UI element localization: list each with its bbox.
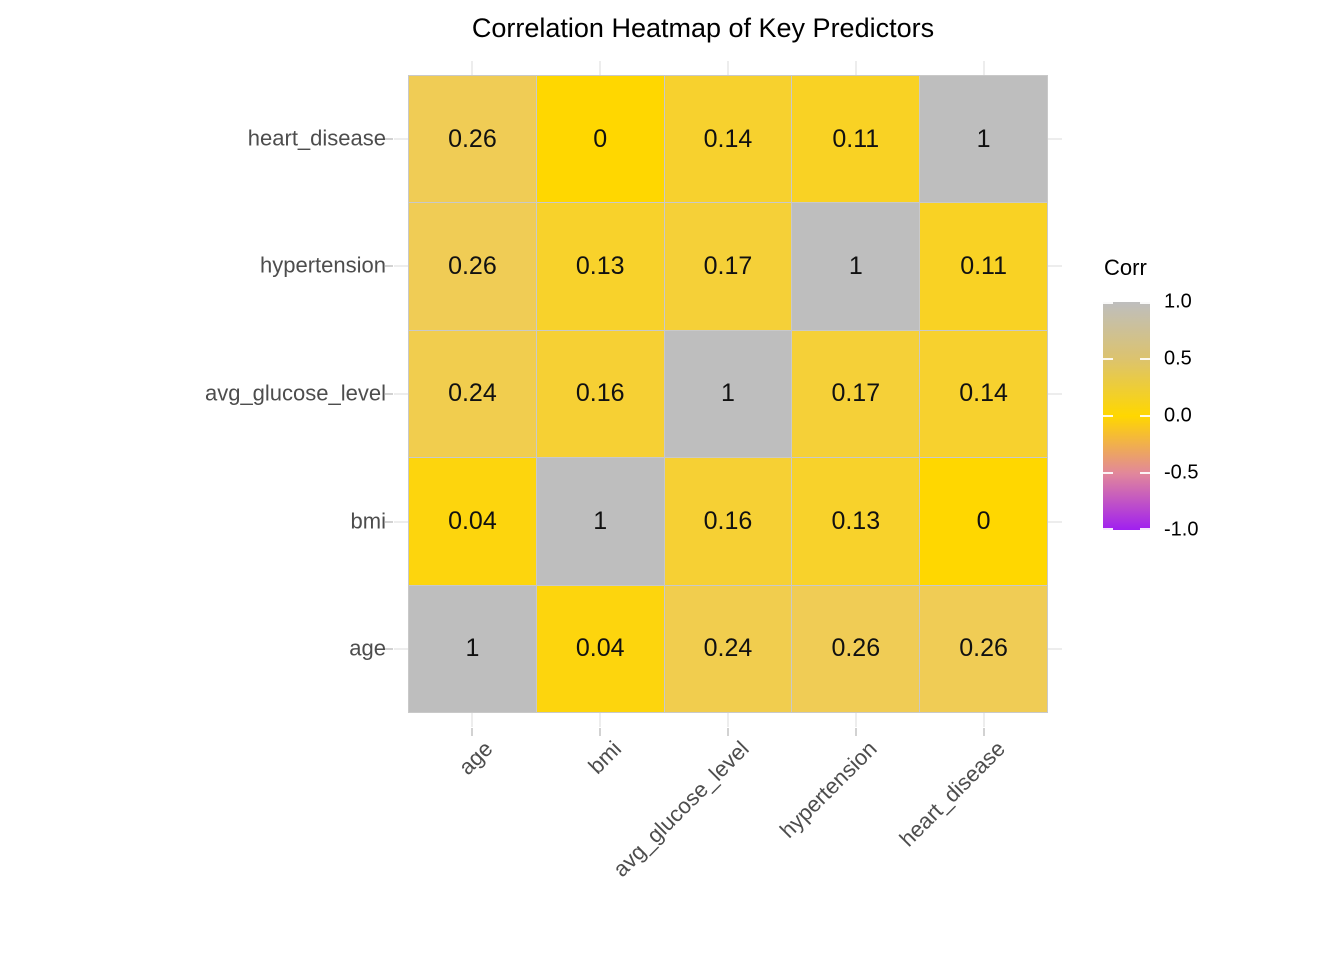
heatmap-cell-bmi-avg_glucose_level: 0.16: [664, 458, 792, 585]
heatmap-cell-value: 0.26: [831, 634, 881, 663]
heatmap-cell-hypertension-avg_glucose_level: 0.17: [664, 203, 792, 330]
heatmap-cell-age-heart_disease: 0.26: [920, 585, 1047, 712]
x-axis-label-avg_glucose_level: avg_glucose_level: [607, 736, 754, 882]
heatmap-cell-value: 0.11: [832, 124, 880, 153]
legend-colorbar: [1103, 302, 1150, 530]
heatmap-cell-age-avg_glucose_level: 0.24: [664, 585, 792, 712]
heatmap-cell-heart_disease-heart_disease: 1: [920, 76, 1047, 203]
heatmap-cell-value: 1: [976, 124, 991, 153]
heatmap-cell-age-age: 1: [409, 585, 536, 712]
x-axis-tick-0: [471, 728, 473, 736]
heatmap-cell-value: 0: [593, 124, 608, 153]
heatmap-cell-value: 0.26: [959, 634, 1008, 663]
y-axis-label-age: age: [349, 635, 386, 661]
y-axis-label-hypertension: hypertension: [260, 252, 386, 278]
heatmap-cell-avg_glucose_level-age: 0.24: [409, 330, 536, 458]
heatmap-cell-avg_glucose_level-avg_glucose_level: 1: [664, 330, 792, 458]
heatmap-cell-bmi-age: 0.04: [409, 458, 536, 585]
heatmap-cell-value: 0: [976, 506, 991, 535]
heatmap-cell-value: 0.04: [448, 506, 497, 535]
legend-bar-tick-right-1: [1140, 358, 1150, 360]
y-axis-label-heart_disease: heart_disease: [247, 125, 386, 151]
legend-bar-tick-left-0: [1103, 302, 1113, 304]
legend-tick-label-0.5: 0.5: [1164, 347, 1192, 370]
heatmap-grid: 0.26 0 0.14 0.11 1 0.26 0.13 0.17 1 0.11 0.24 0.16 1…: [408, 75, 1048, 713]
x-axis-label-age: age: [454, 736, 498, 780]
heatmap-cell-avg_glucose_level-bmi: 0.16: [536, 330, 664, 458]
legend-bar-tick-left-3: [1103, 472, 1113, 474]
heatmap-cell-heart_disease-age: 0.26: [409, 76, 536, 203]
heatmap-cell-value: 1: [593, 506, 608, 535]
heatmap-cell-heart_disease-hypertension: 0.11: [792, 76, 920, 203]
x-axis-tick-3: [855, 728, 857, 736]
heatmap-cell-value: 1: [721, 379, 735, 408]
y-axis-tick-2: [385, 393, 393, 395]
y-axis-tick-3: [385, 521, 393, 523]
heatmap-cell-value: 0.17: [831, 379, 881, 408]
x-axis-label-hypertension: hypertension: [774, 736, 882, 843]
legend-bar-tick-left-4: [1103, 528, 1113, 530]
heatmap-cell-value: 0.24: [448, 379, 497, 408]
y-axis-tick-1: [385, 265, 393, 267]
heatmap-cell-value: 0.17: [703, 252, 753, 281]
heatmap-cell-hypertension-hypertension: 1: [792, 203, 920, 330]
heatmap-cell-value: 1: [465, 634, 480, 663]
heatmap-cell-value: 0.04: [575, 634, 625, 663]
heatmap-cell-avg_glucose_level-hypertension: 0.17: [792, 330, 920, 458]
legend-bar-tick-right-0: [1140, 302, 1150, 304]
heatmap-cell-value: 0.11: [960, 252, 1007, 281]
heatmap-cell-value: 0.26: [448, 124, 497, 153]
heatmap-cell-value: 0.16: [703, 506, 753, 535]
legend-tick-label--0.5: -0.5: [1164, 461, 1199, 484]
heatmap-cell-value: 0.13: [831, 506, 881, 535]
heatmap-cell-hypertension-heart_disease: 0.11: [920, 203, 1047, 330]
legend-bar-tick-left-2: [1103, 415, 1113, 417]
y-axis-tick-0: [385, 138, 393, 140]
heatmap-cell-value: 0.14: [703, 124, 753, 153]
heatmap-cell-heart_disease-avg_glucose_level: 0.14: [664, 76, 792, 203]
heatmap-cell-hypertension-bmi: 0.13: [536, 203, 664, 330]
heatmap-cell-value: 0.26: [448, 252, 497, 281]
legend-tick-label-0.0: 0.0: [1164, 404, 1192, 427]
chart-title: Correlation Heatmap of Key Predictors: [471, 13, 935, 43]
y-axis-label-avg_glucose_level: avg_glucose_level: [204, 380, 386, 406]
heatmap-cell-value: 0.24: [703, 634, 753, 663]
heatmap-cell-value: 0.13: [575, 252, 625, 281]
heatmap-cell-age-hypertension: 0.26: [792, 585, 920, 712]
legend-bar-tick-left-1: [1103, 358, 1113, 360]
y-axis-tick-4: [385, 648, 393, 650]
heatmap-cell-bmi-bmi: 1: [536, 458, 664, 585]
x-axis-label-bmi: bmi: [582, 736, 626, 779]
legend-bar-tick-right-4: [1140, 528, 1150, 530]
heatmap-cell-value: 0.16: [575, 379, 625, 408]
legend-tick-label--1.0: -1.0: [1164, 518, 1199, 541]
x-axis-tick-4: [983, 728, 985, 736]
heatmap-cell-heart_disease-bmi: 0: [536, 76, 664, 203]
x-axis-tick-2: [727, 728, 729, 736]
heatmap-cell-avg_glucose_level-heart_disease: 0.14: [920, 330, 1047, 458]
legend-bar-tick-right-3: [1140, 472, 1150, 474]
y-axis-label-bmi: bmi: [350, 508, 386, 534]
legend-title: Corr: [1104, 255, 1147, 280]
heatmap-cell-bmi-hypertension: 0.13: [792, 458, 920, 585]
heatmap-cell-value: 0.14: [959, 379, 1008, 408]
x-axis-tick-1: [599, 728, 601, 736]
legend-bar-tick-right-2: [1140, 415, 1150, 417]
legend-tick-label-1.0: 1.0: [1164, 290, 1192, 313]
heatmap-cell-bmi-heart_disease: 0: [920, 458, 1047, 585]
heatmap-cell-hypertension-age: 0.26: [409, 203, 536, 330]
heatmap-cell-value: 1: [848, 252, 863, 281]
x-axis-label-heart_disease: heart_disease: [894, 736, 1010, 852]
heatmap-cell-age-bmi: 0.04: [536, 585, 664, 712]
